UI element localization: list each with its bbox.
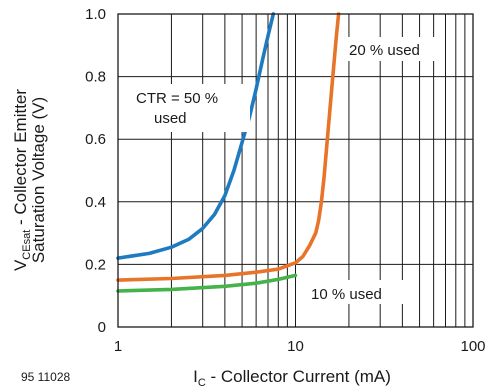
y-tick-label: 0.6 (85, 131, 106, 148)
plot-frame (117, 13, 474, 328)
y-tick-label: 0 (98, 319, 106, 336)
y-tick-label: 0.2 (85, 256, 106, 273)
series-label-50-line1: CTR = 50 % (136, 90, 218, 107)
x-tick-label: 1 (114, 338, 122, 355)
series-line-1 (116, 12, 341, 282)
x-axis-title: IC - Collector Current (mA) (193, 367, 391, 389)
y-tick-label: 0.4 (85, 194, 106, 211)
figure-id: 95 11028 (21, 370, 70, 384)
series-label-10: 10 % used (311, 286, 382, 303)
annotation-bg-50 (122, 84, 250, 132)
y-axis-title-line2: Saturation Voltage (V) (29, 97, 48, 263)
y-axis-title-line1: VCEsat - Collector Emitter (11, 89, 33, 271)
tick-labels: 1 10 100 0 0.2 0.4 0.6 0.8 1.0 (85, 6, 485, 355)
y-tick-label: 0.8 (85, 69, 106, 86)
y-tick-label: 1.0 (85, 6, 106, 23)
series-label-20: 20 % used (349, 42, 420, 59)
annotation-bg-20 (341, 37, 441, 61)
x-tick-label: 10 (287, 338, 304, 355)
series-annotations: CTR = 50 % used 20 % used 10 % used (122, 37, 441, 304)
series-label-50-line2: used (154, 110, 187, 127)
series-line-2 (116, 273, 298, 293)
y-axis-title: VCEsat - Collector Emitter Saturation Vo… (11, 89, 48, 271)
series-line-0 (116, 12, 276, 260)
annotation-bg-10 (305, 280, 405, 304)
series-lines (116, 12, 341, 293)
x-tick-label: 100 (460, 338, 485, 355)
